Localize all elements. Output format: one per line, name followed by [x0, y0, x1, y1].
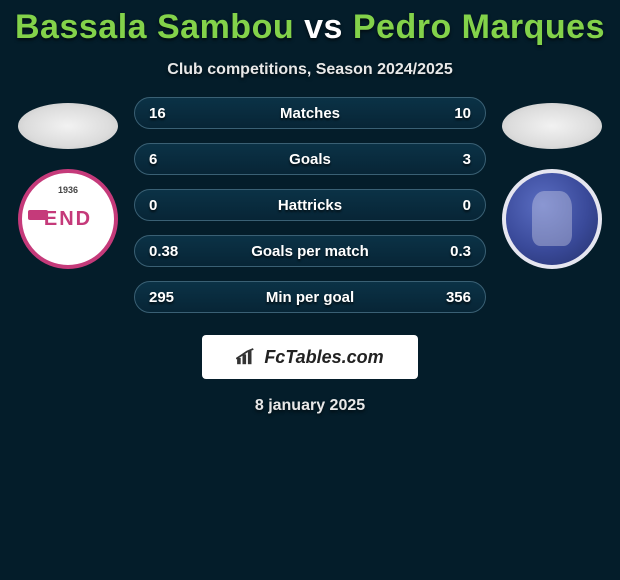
stat-row: 16 Matches 10 [134, 97, 486, 129]
stat-value-right: 10 [429, 105, 471, 122]
stat-row: 0 Hattricks 0 [134, 189, 486, 221]
club-badge-left: END [18, 169, 118, 269]
subtitle: Club competitions, Season 2024/2025 [0, 61, 620, 79]
stat-label: Hattricks [278, 197, 342, 214]
comparison-panel: END 16 Matches 10 6 Goals 3 0 Hattricks 0 0.38 Goa… [0, 97, 620, 313]
player-column-left: END [8, 97, 128, 269]
player-photo-placeholder [502, 103, 602, 149]
stat-label: Matches [280, 105, 340, 122]
stats-column: 16 Matches 10 6 Goals 3 0 Hattricks 0 0.38 Goals p… [128, 97, 492, 313]
stat-value-left: 16 [149, 105, 191, 122]
player-column-right [492, 97, 612, 269]
title-player-right: Pedro Marques [353, 8, 605, 46]
stat-row: 0.38 Goals per match 0.3 [134, 235, 486, 267]
stat-value-right: 0 [429, 197, 471, 214]
club-badge-right [502, 169, 602, 269]
stat-value-left: 0.38 [149, 243, 191, 260]
stat-value-right: 356 [429, 289, 471, 306]
stat-value-left: 0 [149, 197, 191, 214]
club-badge-label: END [44, 208, 92, 231]
stat-value-left: 6 [149, 151, 191, 168]
page-title: Bassala Sambou vs Pedro Marques [0, 0, 620, 47]
stat-label: Goals per match [251, 243, 369, 260]
date-label: 8 january 2025 [0, 397, 620, 415]
brand-text: FcTables.com [264, 347, 383, 368]
stat-row: 6 Goals 3 [134, 143, 486, 175]
title-player-left: Bassala Sambou [15, 8, 294, 46]
brand-badge[interactable]: FcTables.com [202, 335, 418, 379]
stat-label: Min per goal [266, 289, 354, 306]
stat-row: 295 Min per goal 356 [134, 281, 486, 313]
stat-label: Goals [289, 151, 331, 168]
stat-value-right: 3 [429, 151, 471, 168]
stat-value-right: 0.3 [429, 243, 471, 260]
bar-chart-icon [236, 348, 258, 366]
title-vs: vs [304, 8, 343, 46]
stat-value-left: 295 [149, 289, 191, 306]
player-photo-placeholder [18, 103, 118, 149]
